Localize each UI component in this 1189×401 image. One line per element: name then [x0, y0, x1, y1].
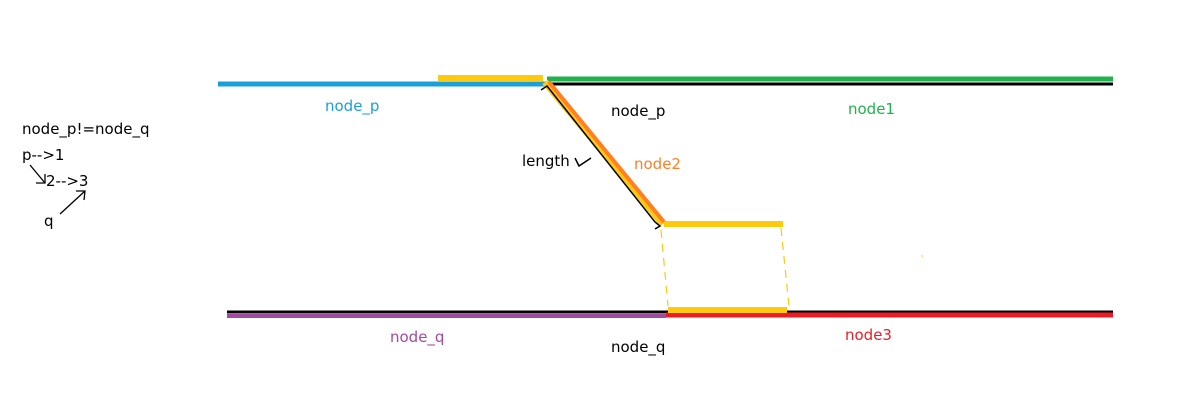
note-condition: node_p!=node_q: [22, 120, 150, 139]
note-line3: q: [44, 212, 54, 230]
dashed-projection-left: [660, 229, 669, 307]
length-bracket: [540, 84, 662, 230]
node2-segment: [547, 80, 666, 224]
label-node1: node1: [848, 100, 895, 118]
label-node-p-left: node_p: [325, 97, 379, 116]
label-length: length: [522, 152, 570, 170]
label-node2: node2: [634, 155, 681, 173]
label-node-q-left: node_q: [390, 328, 444, 347]
label-node-q-mid: node_q: [611, 338, 665, 357]
length-bracket-tick: [574, 157, 592, 168]
note-line2: 2-->3: [46, 172, 88, 190]
note-line1: p-->1: [22, 146, 64, 164]
arrow-p-to-2: [29, 164, 46, 184]
node2-segment-highlight: [542, 79, 666, 227]
dashed-projection-right: [780, 227, 790, 307]
stray-dot: [921, 255, 923, 257]
arrow-q-to-3: [59, 190, 86, 215]
label-node-p-mid: node_p: [611, 102, 665, 121]
label-node3: node3: [845, 326, 892, 344]
